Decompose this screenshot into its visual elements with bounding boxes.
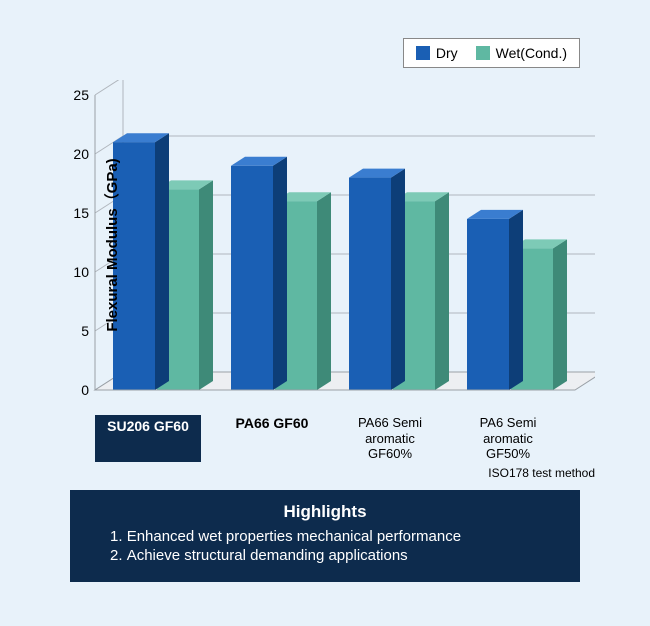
highlights-title: Highlights [90, 502, 560, 522]
highlight-item: Achieve structural demanding application… [110, 547, 560, 564]
legend-swatch-wet [476, 46, 490, 60]
bar-chart-svg [55, 80, 595, 410]
chart-area: Flexural Modulus（GPa) 0 5 10 15 20 25 [55, 80, 595, 410]
chart-legend: Dry Wet(Cond.) [403, 38, 580, 68]
x-axis-label: PA6 Semi aromatic GF50% [449, 415, 567, 462]
highlights-list: Enhanced wet properties mechanical perfo… [90, 528, 560, 564]
y-tick: 10 [61, 264, 89, 280]
x-axis-label: PA66 Semi aromatic GF60% [331, 415, 449, 462]
x-axis-label: SU206 GF60 [95, 415, 201, 462]
highlights-box: Highlights Enhanced wet properties mecha… [70, 490, 580, 582]
y-tick: 20 [61, 146, 89, 162]
legend-label-wet: Wet(Cond.) [496, 45, 567, 61]
legend-item-wet: Wet(Cond.) [476, 45, 567, 61]
x-axis-labels: SU206 GF60 PA66 GF60PA66 Semi aromatic GF… [95, 415, 595, 462]
chart-card: Dry Wet(Cond.) Flexural Modulus（GPa) 0 5 1… [0, 0, 650, 626]
y-tick: 15 [61, 205, 89, 221]
y-tick: 25 [61, 87, 89, 103]
y-axis-label: Flexural Modulus（GPa) [101, 158, 122, 331]
test-method-note: ISO178 test method [488, 466, 595, 480]
legend-label-dry: Dry [436, 45, 458, 61]
y-tick: 5 [61, 323, 89, 339]
highlight-item: Enhanced wet properties mechanical perfo… [110, 528, 560, 545]
legend-item-dry: Dry [416, 45, 458, 61]
y-tick: 0 [61, 382, 89, 398]
legend-swatch-dry [416, 46, 430, 60]
x-axis-label: PA66 GF60 [213, 415, 331, 462]
